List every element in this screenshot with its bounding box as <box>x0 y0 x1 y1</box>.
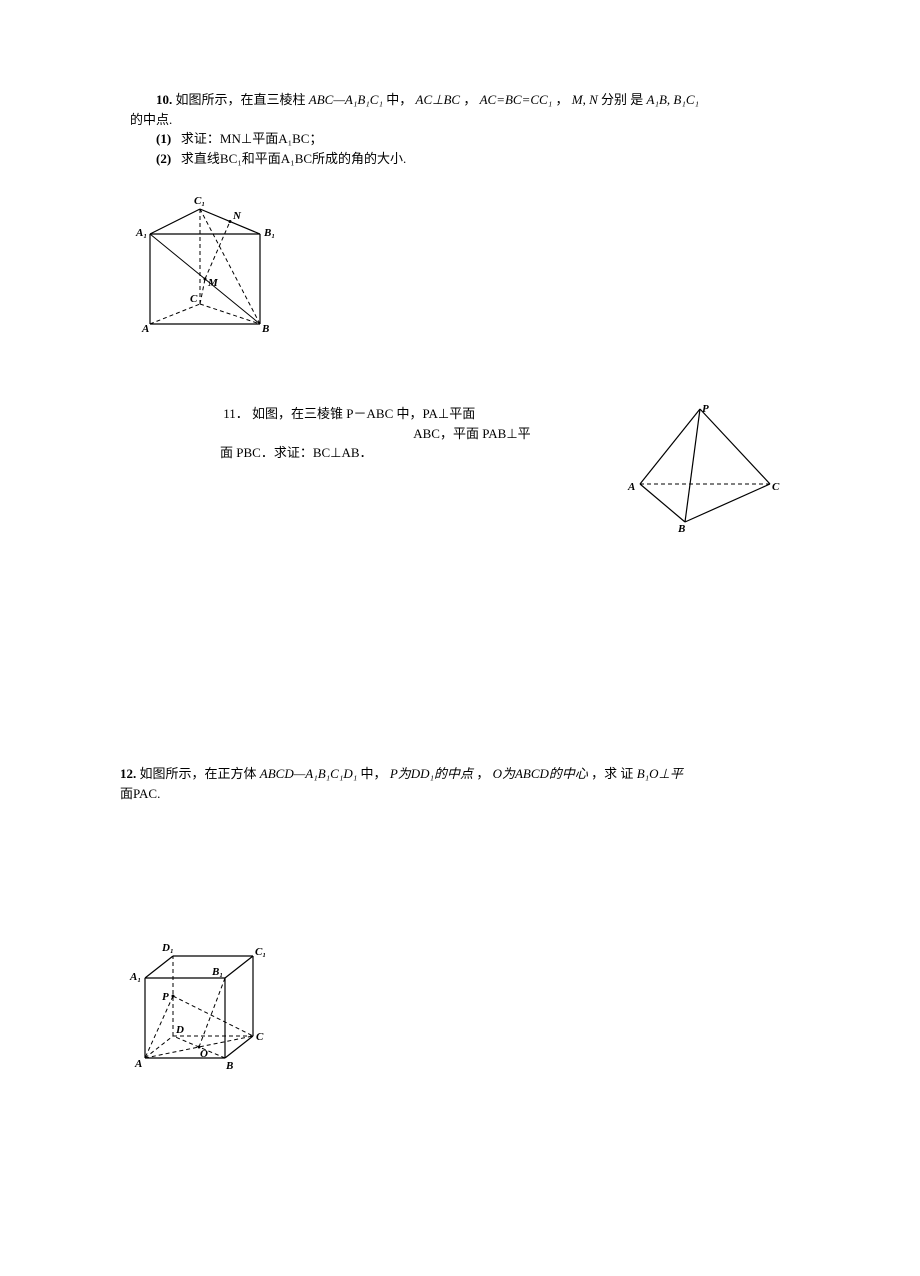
p10-line1: 10. 如图所示，在直三棱柱 ABC—A₁B₁C₁ 中， AC⊥BC ， AC=… <box>130 90 790 110</box>
p12-m2: ，求 证 <box>591 766 633 781</box>
lbl-N: N <box>232 210 242 222</box>
p12-m1: 中， <box>361 766 387 781</box>
lbl-P: P <box>702 404 709 415</box>
p10-eq1: AC=BC=CC₁ <box>480 92 553 107</box>
p10-mn: M, N <box>572 92 598 107</box>
p10-s2: ， <box>555 92 568 107</box>
p12-number: 12. <box>120 766 136 781</box>
p11-body-b: ABC，平面 PAB⊥平 <box>413 426 530 441</box>
problem-12: 12. 如图所示，在正方体 ABCD—A₁B₁C₁D₁ 中， P为DD₁的中点 … <box>120 764 790 1073</box>
p12-odef: O为ABCD的中心 <box>493 766 588 781</box>
p12-figure: A B C D A₁ B₁ C₁ D₁ P O <box>120 923 790 1073</box>
lbl-P3: P <box>162 991 169 1003</box>
p11-body-c: 面 PBC．求证：BC⊥AB． <box>220 445 373 460</box>
p10-prism: ABC—A₁B₁C₁ <box>309 92 383 107</box>
lbl-A1: A₁ <box>135 227 147 239</box>
p10-m2: 分别 是 <box>601 92 643 107</box>
p10-svg: A B C A₁ B₁ C₁ M N <box>130 174 290 334</box>
page: 10. 如图所示，在直三棱柱 ABC—A₁B₁C₁ 中， AC⊥BC ， AC=… <box>0 0 920 1276</box>
p10-intro: 如图所示，在直三棱柱 <box>176 92 306 107</box>
p12-tail: 面PAC. <box>120 786 160 801</box>
p12-sep: ， <box>476 766 489 781</box>
p12-line1: 12. 如图所示，在正方体 ABCD—A₁B₁C₁D₁ 中， P为DD₁的中点 … <box>120 764 790 784</box>
lbl-C3: C <box>256 1031 264 1043</box>
p10-figure: A B C A₁ B₁ C₁ M N <box>130 174 790 334</box>
p12-pdef: P为DD₁的中点 <box>390 766 473 781</box>
p12-svg: A B C D A₁ B₁ C₁ D₁ P O <box>120 923 270 1073</box>
lbl-D3: D <box>175 1024 184 1036</box>
p11-figure: P A B C <box>620 404 780 534</box>
lbl-C13: C₁ <box>255 946 266 958</box>
lbl-A3: A <box>134 1058 142 1070</box>
lbl-B1: B₁ <box>263 227 275 239</box>
p11-num: 11． <box>223 406 249 421</box>
p12-line2: 面PAC. <box>120 784 790 804</box>
lbl-B3: B <box>225 1060 233 1072</box>
p12-claim: B₁O⊥平 <box>637 766 683 781</box>
lbl-O3: O <box>200 1048 208 1060</box>
p11-body-a: 如图，在三棱锥 P－ABC 中，PA⊥平面 <box>252 406 475 421</box>
p10-item1: (1) 求证：MN⊥平面A₁BC； <box>130 129 790 149</box>
p10-i2n: (2) <box>156 151 171 166</box>
lbl-D13: D₁ <box>161 942 174 954</box>
lbl-B2: B <box>677 523 685 534</box>
problem-10: 10. 如图所示，在直三棱柱 ABC—A₁B₁C₁ 中， AC⊥BC ， AC=… <box>130 90 790 334</box>
p10-abbc: A₁B, B₁C₁ <box>647 92 700 107</box>
p10-item2: (2) 求直线BC₁和平面A₁BC所成的角的大小. <box>130 149 790 169</box>
lbl-C: C <box>190 293 198 305</box>
lbl-A2: A <box>627 481 635 493</box>
p11-svg: P A B C <box>620 404 780 534</box>
p10-i1n: (1) <box>156 131 171 146</box>
problem-11: P A B C 11． 如图，在三棱锥 P－ABC 中，PA⊥平面 ABC，平面… <box>220 404 790 534</box>
lbl-B13: B₁ <box>211 966 223 978</box>
p10-perp1: AC⊥BC <box>416 92 461 107</box>
p10-line2: 的中点. <box>130 110 790 130</box>
p10-tail: 的中点. <box>130 112 172 127</box>
lbl-A: A <box>141 323 149 334</box>
p10-number: 10. <box>156 92 172 107</box>
p12-cube: ABCD—A₁B₁C₁D₁ <box>260 766 358 781</box>
lbl-B: B <box>261 323 269 334</box>
lbl-M: M <box>207 277 219 289</box>
p10-i2b: 求直线BC₁和平面A₁BC所成的角的大小. <box>181 151 406 166</box>
lbl-A13: A₁ <box>129 971 141 983</box>
p10-i1b: 求证：MN⊥平面A₁BC； <box>181 131 323 146</box>
p12-intro: 如图所示，在正方体 <box>140 766 257 781</box>
lbl-C1: C₁ <box>194 195 205 207</box>
p10-m1: 中， <box>386 92 412 107</box>
lbl-C2: C <box>772 481 780 493</box>
p10-s1: ， <box>463 92 476 107</box>
